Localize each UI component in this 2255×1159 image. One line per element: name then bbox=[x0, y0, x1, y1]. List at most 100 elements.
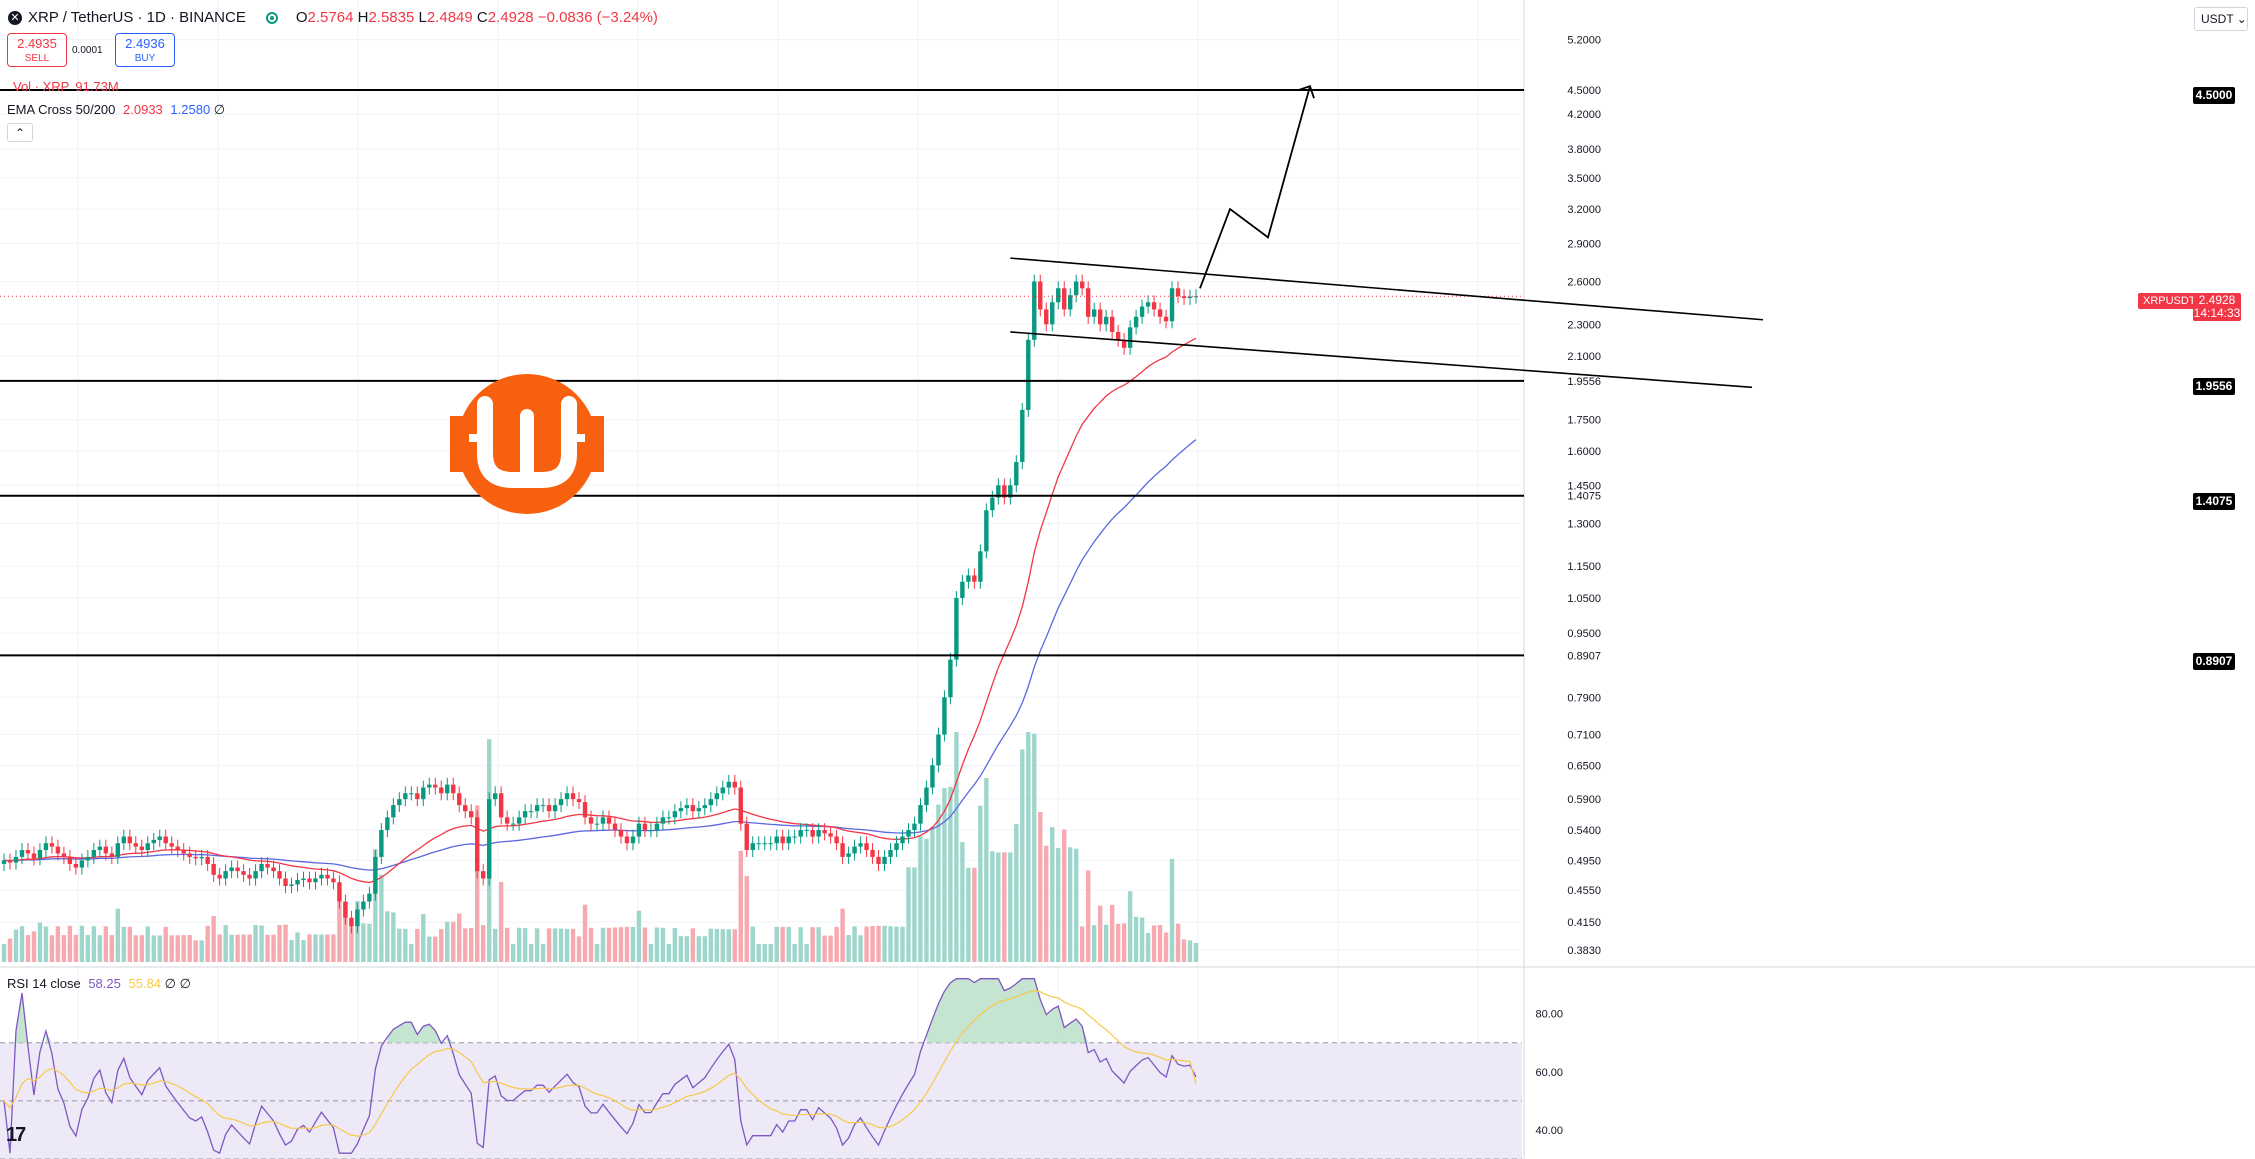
volume-bar bbox=[696, 936, 702, 962]
volume-bar bbox=[1079, 926, 1085, 962]
volume-bar bbox=[283, 924, 288, 962]
price-tick-label: 1.9556 bbox=[1567, 376, 1601, 388]
candle-body bbox=[708, 799, 714, 806]
volume-bar bbox=[439, 929, 444, 962]
price-tick-label: 2.6000 bbox=[1567, 276, 1601, 288]
tradingview-logo[interactable]: 17 bbox=[6, 1124, 26, 1146]
candle-body bbox=[1062, 288, 1067, 310]
candle-body bbox=[1181, 296, 1187, 298]
candle-body bbox=[1008, 485, 1013, 498]
candle-body bbox=[588, 817, 594, 824]
candle-body bbox=[612, 823, 618, 831]
candle-body bbox=[355, 909, 360, 927]
volume-bar bbox=[912, 867, 917, 962]
candle-body bbox=[828, 833, 833, 837]
volume-bar bbox=[966, 867, 971, 962]
volume-bar bbox=[1, 944, 7, 962]
change-value: −0.0836 (−3.24%) bbox=[537, 9, 658, 26]
price-tick-label: 1.7500 bbox=[1567, 415, 1601, 427]
volume-bar bbox=[313, 934, 318, 962]
candle-body bbox=[1, 860, 7, 864]
candle-body bbox=[594, 823, 600, 825]
candle-body bbox=[1014, 462, 1019, 486]
buy-button[interactable]: 2.4936 BUY bbox=[115, 33, 175, 67]
candle-body bbox=[67, 856, 73, 864]
candle-body bbox=[415, 793, 420, 800]
candle-body bbox=[930, 765, 935, 788]
ema-legend[interactable]: EMA Cross 50/200 2.0933 1.2580 ∅ bbox=[7, 102, 225, 118]
volume-bar bbox=[768, 944, 773, 962]
volume-bar bbox=[145, 926, 150, 962]
candle-body bbox=[169, 843, 174, 847]
volume-bar bbox=[1157, 925, 1163, 962]
candle-body bbox=[714, 793, 720, 800]
candle-body bbox=[1091, 309, 1097, 317]
volume-bar bbox=[433, 936, 438, 962]
candle-body bbox=[492, 793, 498, 800]
candle-body bbox=[1056, 288, 1061, 303]
candle-body bbox=[984, 510, 989, 552]
volume-bar bbox=[906, 867, 911, 962]
volume-bar bbox=[361, 923, 366, 962]
volume-bar bbox=[960, 842, 965, 962]
volume-bar bbox=[690, 928, 696, 962]
candle-body bbox=[876, 856, 881, 864]
close-icon[interactable]: ✕ bbox=[8, 10, 22, 25]
volume-bar bbox=[936, 804, 941, 962]
volume-bar bbox=[1068, 847, 1073, 962]
volume-legend[interactable]: Vol · XRP 91.73M bbox=[7, 79, 119, 94]
candle-body bbox=[235, 867, 240, 872]
volume-bar bbox=[864, 926, 869, 962]
candle-body bbox=[109, 853, 115, 857]
volume-bar bbox=[582, 904, 588, 962]
volume-bar bbox=[642, 927, 648, 962]
volume-bar bbox=[1127, 891, 1133, 962]
rsi-legend[interactable]: RSI 14 close 58.25 55.84 ∅ ∅ bbox=[7, 976, 191, 992]
candle-body bbox=[948, 659, 953, 698]
symbol-title[interactable]: XRP / TetherUS · 1D · BINANCE bbox=[28, 9, 246, 26]
candle-body bbox=[726, 781, 731, 788]
volume-bar bbox=[516, 927, 522, 962]
volume-bar bbox=[504, 927, 510, 962]
candle-body bbox=[79, 860, 85, 868]
candle-body bbox=[552, 805, 558, 812]
volume-bar bbox=[235, 934, 240, 962]
volume-bar bbox=[954, 732, 959, 962]
volume-bar bbox=[1115, 923, 1121, 962]
bar-countdown: 14:14:33 bbox=[2193, 306, 2241, 320]
volume-bar bbox=[367, 923, 372, 962]
currency-select[interactable]: USDT ⌄ bbox=[2194, 7, 2248, 31]
volume-bar bbox=[265, 934, 270, 962]
candle-body bbox=[211, 863, 216, 875]
price-tick-label: 1.6000 bbox=[1567, 446, 1601, 458]
level-tag-14075: 1.4075 bbox=[2193, 493, 2235, 510]
candle-body bbox=[558, 799, 564, 806]
price-tick-label: 0.4550 bbox=[1567, 885, 1601, 897]
volume-bar bbox=[900, 926, 905, 962]
candle-body bbox=[397, 799, 402, 806]
candle-body bbox=[217, 874, 222, 879]
volume-bar bbox=[498, 881, 504, 962]
candle-body bbox=[469, 811, 474, 818]
rsi-tick-label: 60.00 bbox=[1535, 1067, 1563, 1079]
sell-button[interactable]: 2.4935 SELL bbox=[7, 33, 67, 67]
volume-bar bbox=[546, 928, 552, 962]
volume-bar bbox=[343, 902, 348, 962]
candle-body bbox=[277, 871, 282, 879]
volume-bar bbox=[403, 928, 408, 962]
projection-arrowhead bbox=[1297, 85, 1315, 99]
collapse-legend-button[interactable]: ⌃ bbox=[7, 123, 33, 142]
candle-body bbox=[85, 856, 91, 861]
volume-bar bbox=[19, 926, 25, 962]
price-tick-label: 1.4075 bbox=[1567, 491, 1601, 503]
volume-bar bbox=[1050, 827, 1055, 962]
volume-bar bbox=[750, 926, 755, 962]
candle-body bbox=[49, 843, 55, 847]
volume-bar bbox=[1121, 923, 1127, 962]
candle-body bbox=[43, 843, 49, 850]
candle-body bbox=[810, 830, 815, 837]
volume-bar bbox=[457, 913, 462, 962]
volume-bar bbox=[810, 927, 815, 962]
